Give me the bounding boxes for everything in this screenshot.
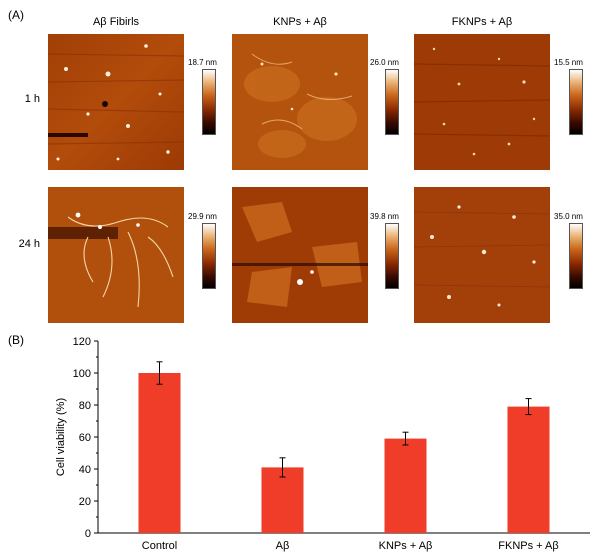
- x-tick-label: FKNPs + Aβ: [498, 540, 558, 552]
- bar: [384, 438, 427, 533]
- bar: [507, 406, 550, 533]
- afm-texture-svg: [414, 34, 550, 170]
- colorbar-max-label: 39.8 nm: [370, 212, 399, 221]
- colorbar-max-label: 26.0 nm: [370, 58, 399, 67]
- afm-image-1h-knps-abeta: [232, 34, 368, 170]
- height-colorbar: [569, 69, 583, 135]
- colorbar-max-label: 35.0 nm: [554, 212, 583, 221]
- y-tick-label: 120: [73, 336, 91, 348]
- row-label-24h: 24 h: [18, 238, 40, 250]
- afm-texture-svg: [232, 34, 368, 170]
- afm-image-1h-fknps-abeta: [414, 34, 550, 170]
- afm-image-24h-fknps-abeta: [414, 187, 550, 323]
- afm-texture-svg: [48, 34, 184, 170]
- panel-a-label: (A): [8, 8, 24, 22]
- afm-image-1h-abeta-fibrils: [48, 34, 184, 170]
- chart-bars: Control Aβ KNPs + Aβ FKNPs + Aβ: [138, 361, 559, 552]
- height-colorbar: [569, 223, 583, 289]
- x-tick-label: Control: [142, 540, 177, 552]
- column-title-fknps-abeta: FKNPs + Aβ: [451, 16, 513, 28]
- x-tick-label: Aβ: [276, 540, 290, 552]
- afm-image-24h-knps-abeta: [232, 187, 368, 323]
- chart-ylabel-group: Cell viability (%): [55, 398, 67, 476]
- column-title-knps-abeta: KNPs + Aβ: [273, 16, 327, 28]
- height-colorbar: [202, 69, 216, 135]
- bar: [138, 373, 181, 533]
- afm-texture-svg: [414, 187, 550, 323]
- y-tick-label: 40: [79, 464, 91, 476]
- colorbar-max-label: 29.9 nm: [188, 212, 217, 221]
- y-tick-label: 100: [73, 368, 91, 380]
- y-axis-label: Cell viability (%): [55, 398, 67, 476]
- y-tick-label: 60: [79, 432, 91, 444]
- afm-image-24h-abeta-fibrils: [48, 187, 184, 323]
- height-colorbar: [385, 69, 399, 135]
- height-colorbar: [202, 223, 216, 289]
- colorbar-max-label: 18.7 nm: [188, 58, 217, 67]
- panel-b-label: (B): [8, 333, 24, 347]
- colorbar-max-label: 15.5 nm: [554, 58, 583, 67]
- column-title-abeta-fibrils: Aβ Fibirls: [92, 16, 140, 28]
- row-label-1h: 1 h: [24, 93, 40, 105]
- cell-viability-bar-chart: 0 20 40 60 80 100 120 Control Aβ KNPs + Aβ FKNPs …: [55, 336, 590, 552]
- y-tick-label: 80: [79, 400, 91, 412]
- y-tick-label: 0: [85, 528, 91, 540]
- x-tick-label: KNPs + Aβ: [379, 540, 433, 552]
- height-colorbar: [385, 223, 399, 289]
- afm-texture-svg: [232, 187, 368, 323]
- bar: [261, 467, 304, 533]
- y-tick-label: 20: [79, 496, 91, 508]
- afm-texture-svg: [48, 187, 184, 323]
